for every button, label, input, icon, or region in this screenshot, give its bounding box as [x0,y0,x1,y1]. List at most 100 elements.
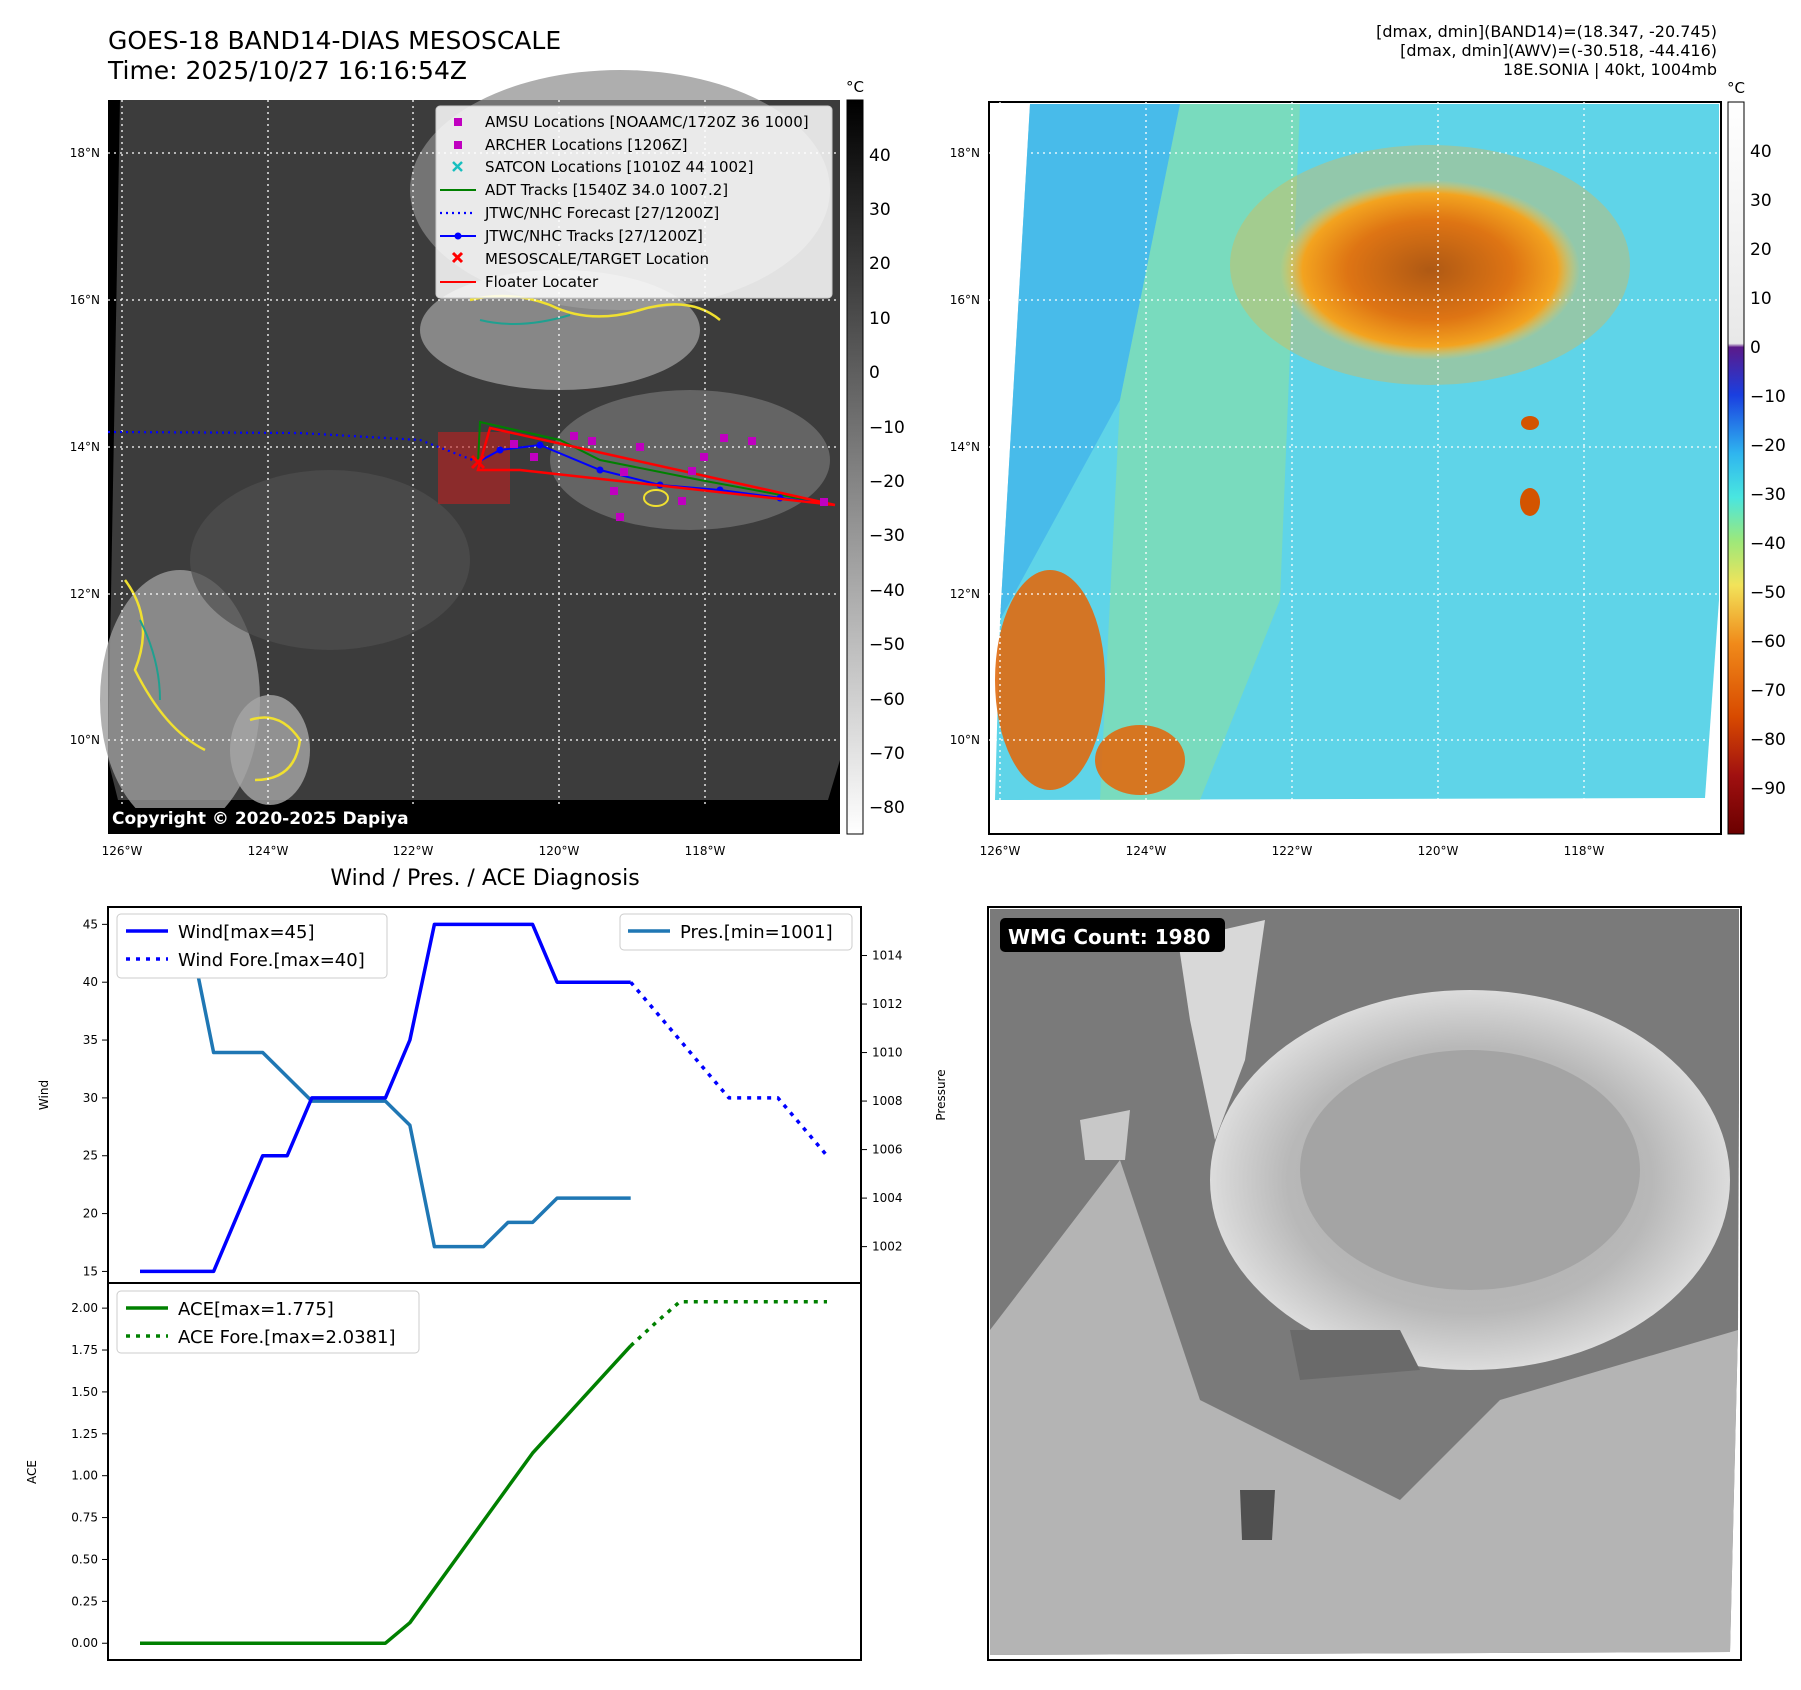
color-lat-label: 18°N [950,146,980,160]
color-colorbar-tick: 0 [1750,338,1761,358]
wmg-lower-region [990,1160,1738,1655]
stats-band14: [dmax, dmin](BAND14)=(18.347, -20.745) [1376,22,1717,41]
ir-lon-label: 122°W [393,844,434,858]
pressure-line [140,929,631,1249]
gray-colorbar-tick: 30 [869,200,891,220]
wind-forecast-line [629,981,829,1157]
legend-label-mesoscale: MESOSCALE/TARGET Location [485,250,709,268]
color-lon-label: 118°W [1564,844,1605,858]
color-moist-band [1100,104,1300,800]
color-dry-west [1000,104,1180,620]
ir-lon-label: 124°W [248,844,289,858]
color-colorbar-tick: −10 [1750,387,1786,407]
legend-markers [440,118,476,283]
gray-colorbar-unit: °C [846,78,864,96]
ir-contour-north-teal [479,314,571,325]
color-lat-label: 16°N [950,293,980,307]
pressure-tick-label: 1014 [872,949,903,963]
legend-label-adt: ADT Tracks [1540Z 34.0 1007.2] [485,181,728,199]
ir-cloud-southwest [100,570,260,830]
wind-y-ticks: 15 20 25 30 35 40 45 [83,917,108,1278]
diagnosis-title: Wind / Pres. / ACE Diagnosis [330,866,639,891]
ace-forecast-line [629,1299,827,1348]
wind-tick-label: 30 [83,1091,98,1105]
color-colorbar-tick: −60 [1750,632,1786,652]
legend-label-satcon: SATCON Locations [1010Z 44 1002] [485,158,753,176]
color-storm-outer [1230,145,1630,385]
figure-time: Time: 2025/10/27 16:16:54Z [108,56,467,85]
ace-series [140,1299,827,1645]
legend-label-archer: ARCHER Locations [1206Z] [485,136,688,154]
diagnosis-chart: Wind / Pres. / ACE Diagnosis Wind Pressu… [25,866,948,1661]
ir-contour-s [249,716,302,782]
pressure-tick-label: 1004 [872,1191,903,1205]
color-lon-label: 120°W [1418,844,1459,858]
color-colorbar-tick: 30 [1750,191,1772,211]
stats-block: [dmax, dmin](BAND14)=(18.347, -20.745) [… [1117,22,1717,79]
color-cell-small [1520,488,1540,516]
color-lat-label: 12°N [950,587,980,601]
wmg-bright-band [1178,920,1265,1140]
gray-colorbar-tick: −50 [869,635,905,655]
copyright-bar [108,808,840,834]
ace-tick-label: 2.00 [71,1301,98,1315]
color-colorbar-ticks: 40 30 20 10 0 −10 −20 −30 −40 −50 −60 −7… [1750,142,1786,799]
pressure-y-ticks: 1002 1004 1006 1008 1010 1012 1014 [861,949,903,1254]
wind-tick-label: 15 [83,1264,98,1278]
wind-series [140,922,829,1274]
gray-colorbar-tick: −80 [869,798,905,818]
wind-tick-label: 20 [83,1207,98,1221]
ir-cloud-east [550,390,830,530]
color-cell-tiny [1521,416,1539,430]
color-colorbar [1727,101,1745,835]
legend-label-forecast: JTWC/NHC Forecast [27/1200Z] [484,204,719,222]
ir-lon-label: 118°W [685,844,726,858]
wind-tick-label: 35 [83,1033,98,1047]
color-lon-label: 126°W [980,844,1021,858]
ace-tick-label: 0.75 [71,1511,98,1525]
ir-contour-sw-teal [139,619,161,701]
ace-legend [116,1290,420,1354]
color-lon-labels: 126°W 124°W 122°W 120°W 118°W [980,844,1605,858]
legend-label-jtwc: JTWC/NHC Tracks [27/1200Z] [484,227,703,245]
color-lat-labels: 18°N 16°N 14°N 12°N 10°N [950,146,980,747]
color-colorbar-tick: −90 [1750,779,1786,799]
color-colorbar-tick: −40 [1750,534,1786,554]
gray-colorbar-tick: 10 [869,309,891,329]
legend-label-amsu: AMSU Locations [NOAAMC/1720Z 36 1000] [485,113,809,131]
ace-tick-label: 0.50 [71,1552,98,1566]
ir-contour-small [643,489,669,507]
color-lon-label: 122°W [1272,844,1313,858]
legend-labels: AMSU Locations [NOAAMC/1720Z 36 1000] AR… [484,113,809,291]
wmg-panel: WMG Count: 1980 [987,906,1742,1661]
copyright-text: Copyright © 2020-2025 Dapiya [112,809,409,829]
amsu-archer-points [510,432,828,521]
color-lat-label: 10°N [950,733,980,747]
wind-legend [116,913,388,979]
gray-colorbar-tick: −30 [869,526,905,546]
ace-tick-label: 1.75 [71,1343,98,1357]
gray-colorbar [846,99,864,835]
ir-lon-label: 126°W [102,844,143,858]
map-legend [435,105,833,299]
ir-lat-label: 14°N [70,440,100,454]
ace-legend-label: ACE[max=1.775] [178,1299,334,1320]
gray-colorbar-ticks: 40 30 20 10 0 −10 −20 −30 −40 −50 −60 −7… [869,146,905,818]
ir-lon-labels: 126°W 124°W 122°W 120°W 118°W [102,844,726,858]
ir-lat-labels: 18°N 16°N 14°N 12°N 10°N [70,146,100,747]
ace-y-ticks: 0.00 0.25 0.50 0.75 1.00 1.25 1.50 1.75 2.00 [71,1301,108,1650]
wind-tick-label: 45 [83,917,98,931]
color-map-panel: 126°W 124°W 122°W 120°W 118°W 18°N 16°N … [950,79,1786,858]
wind-ylabel: Wind [37,1080,51,1110]
figure-title: GOES-18 BAND14-DIAS MESOSCALE [108,26,562,55]
gray-colorbar-tick: −70 [869,744,905,764]
gray-colorbar-tick: −60 [869,690,905,710]
color-colorbar-tick: −70 [1750,681,1786,701]
ace-tick-label: 1.00 [71,1469,98,1483]
ace-tick-label: 0.25 [71,1594,98,1608]
color-lon-label: 124°W [1126,844,1167,858]
pressure-legend [619,913,853,951]
wind-fore-legend-label: Wind Fore.[max=40] [178,950,365,971]
color-colorbar-tick: 20 [1750,240,1772,260]
